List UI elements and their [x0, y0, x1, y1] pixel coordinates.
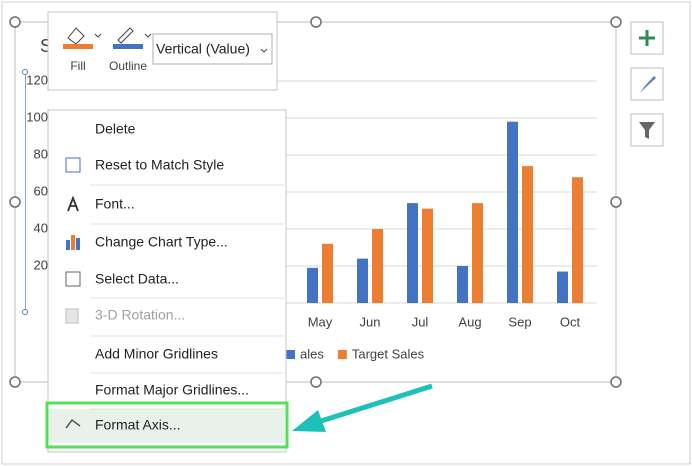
- handles: [9, 16, 622, 388]
- bar: [307, 267, 318, 303]
- bar: [407, 203, 418, 303]
- caret: [144, 33, 152, 38]
- axis-handle[interactable]: [22, 309, 28, 315]
- bar: [572, 177, 583, 303]
- bar: [422, 208, 433, 303]
- plus-icon: [639, 30, 655, 46]
- menu-item-highlight: [49, 409, 285, 443]
- filter-button[interactable]: [630, 113, 664, 147]
- menu-item[interactable]: Select Data...: [95, 271, 179, 287]
- menu-item[interactable]: Font...: [95, 196, 135, 212]
- font-icon: [67, 195, 79, 212]
- bar: [557, 271, 568, 303]
- dropdown-clip: Vertical (Value): [156, 41, 250, 57]
- y-tick-label: 40: [34, 220, 48, 235]
- chart-type-icon: [66, 240, 70, 250]
- menu-item[interactable]: Format Axis...: [95, 417, 181, 433]
- focus-frame: [45, 401, 289, 449]
- bar: [322, 243, 333, 303]
- x-tick-label: Jun: [360, 314, 381, 329]
- pointer-arrow: [317, 383, 433, 425]
- legend-swatch: [337, 350, 347, 359]
- fill-label: Fill: [70, 59, 85, 73]
- filter-icon: [639, 122, 655, 139]
- x-tick-label: Aug: [458, 314, 481, 329]
- rotation-icon: [65, 308, 79, 324]
- chart-type-icon: [71, 235, 75, 250]
- menu-item[interactable]: Change Chart Type...: [95, 234, 228, 250]
- handle[interactable]: [610, 376, 622, 388]
- format-axis-icon: [65, 418, 81, 429]
- bar: [522, 166, 533, 303]
- reset-icon: [65, 157, 81, 173]
- caret: [260, 48, 268, 53]
- select-data-icon: [65, 271, 81, 287]
- handle[interactable]: [610, 16, 622, 28]
- bar: [372, 229, 383, 303]
- outline-label: Outline: [109, 59, 147, 73]
- handle[interactable]: [310, 16, 322, 28]
- fill-swatch: [63, 44, 93, 49]
- outline-icon[interactable]: [117, 27, 134, 44]
- handle[interactable]: [9, 196, 21, 208]
- bar: [507, 121, 518, 303]
- pointer-arrowhead: [292, 410, 326, 432]
- dropdown-value: Vertical (Value): [156, 41, 250, 57]
- element-dropdown[interactable]: [152, 33, 273, 65]
- menu-item[interactable]: Delete: [95, 121, 136, 137]
- handle[interactable]: [9, 16, 21, 28]
- x-tick-label: Sep: [508, 314, 531, 329]
- bar: [357, 258, 368, 303]
- y-tick-label: 120: [26, 72, 48, 87]
- menu-item[interactable]: Reset to Match Style: [95, 157, 224, 173]
- legend-swatch: [286, 350, 295, 359]
- side-buttons: [630, 21, 664, 147]
- legend-label: ales: [300, 346, 324, 361]
- x-tick-label: Oct: [560, 314, 581, 329]
- handle[interactable]: [310, 376, 322, 388]
- handle[interactable]: [9, 376, 21, 388]
- y-tick-label: 60: [34, 183, 48, 198]
- axis-selection: [25, 72, 26, 312]
- chart-type-icon: [76, 238, 80, 250]
- menu-panel: [47, 109, 287, 453]
- x-tick-label: Jul: [412, 314, 429, 329]
- fill-icon[interactable]: [67, 27, 85, 45]
- bar: [457, 266, 468, 303]
- outline-swatch: [113, 44, 143, 49]
- mini-toolbar: Fill Outline Vertical (Value): [47, 11, 278, 91]
- axis-handle[interactable]: [22, 69, 28, 75]
- y-tick-label: 80: [34, 146, 48, 161]
- bar: [472, 203, 483, 303]
- brush-icon: [640, 76, 656, 93]
- y-tick-label: 100: [26, 109, 48, 124]
- caret: [94, 33, 102, 38]
- legend-label: Target Sales: [352, 346, 425, 361]
- y-tick-label: 20: [34, 257, 48, 272]
- handle[interactable]: [610, 196, 622, 208]
- x-tick-label: May: [308, 314, 333, 329]
- menu-item[interactable]: Add Minor Gridlines: [95, 346, 218, 362]
- menu-item: 3-D Rotation...: [95, 307, 185, 323]
- context-menu: Delete Reset to Match Style Font... Change …: [47, 109, 287, 453]
- menu-item[interactable]: Format Major Gridlines...: [95, 382, 249, 398]
